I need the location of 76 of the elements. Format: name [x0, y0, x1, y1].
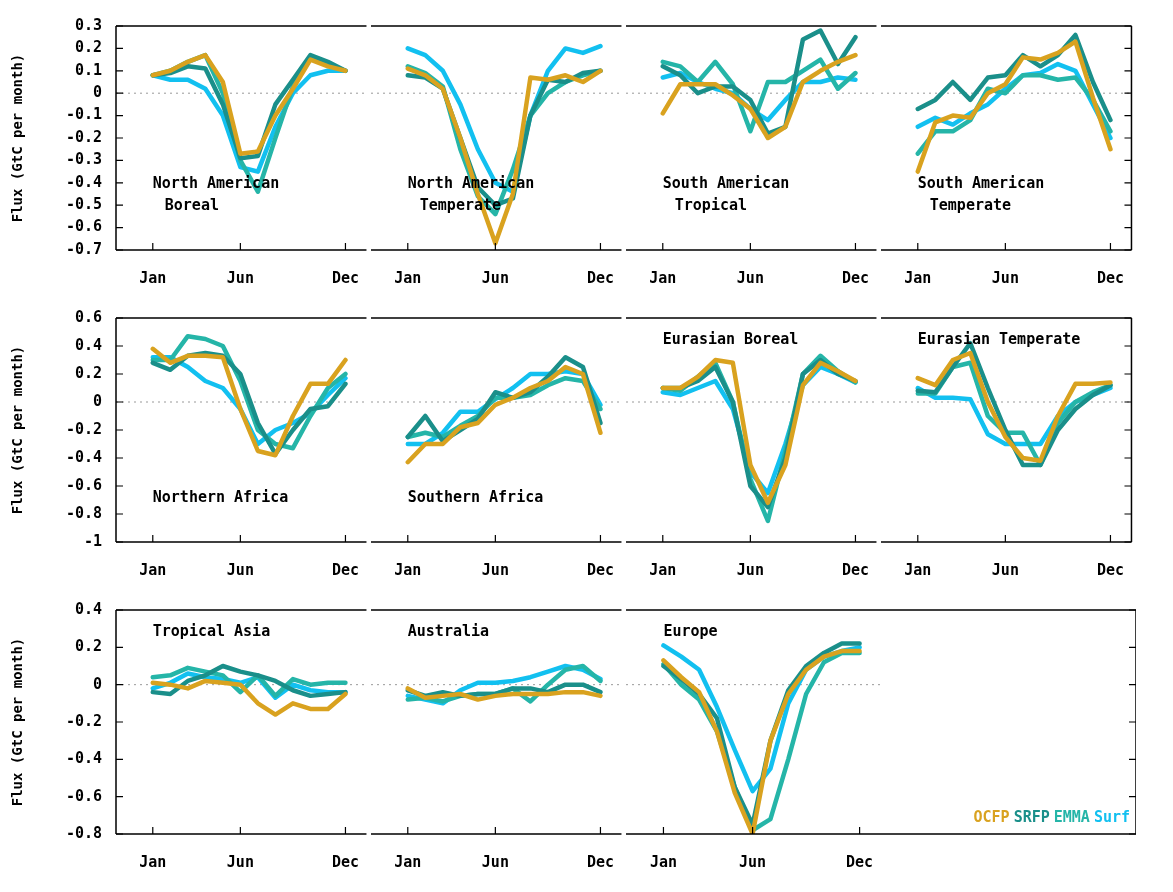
text: OCFP	[973, 808, 1010, 826]
y-axis-title: Flux (GtC per month)	[9, 637, 26, 807]
y-tick-label: 0.1	[74, 60, 102, 79]
x-tick-label: Jun	[226, 852, 254, 871]
y-tick-label: 0.4	[74, 335, 102, 354]
y-tick-label: -0.2	[65, 127, 102, 146]
y-tick-label: -0.6	[65, 786, 102, 805]
y-tick-label: -0.4	[65, 749, 102, 768]
text: Surf	[1093, 808, 1130, 826]
y-tick-label: 0.6	[74, 307, 102, 326]
x-tick-label: Jan	[904, 268, 932, 287]
y-tick-label: -0.1	[65, 105, 102, 124]
x-tick-label: Dec	[1096, 560, 1124, 579]
text: Eurasian Boreal	[662, 330, 799, 348]
y-tick-label: -0.8	[65, 503, 102, 522]
x-tick-label: Dec	[841, 560, 869, 579]
x-tick-label: Dec	[841, 268, 869, 287]
y-tick-label: 0	[92, 83, 102, 102]
y-tick-label: -0.4	[65, 447, 102, 466]
x-tick-label: Jan	[649, 268, 677, 287]
x-tick-label: Jun	[481, 268, 509, 287]
x-tick-label: Dec	[846, 852, 874, 871]
y-tick-label: -0.2	[65, 419, 102, 438]
y-tick-label: -1	[83, 531, 102, 550]
text: Southern Africa	[407, 488, 544, 506]
y-axis-title: Flux (GtC per month)	[9, 53, 26, 223]
x-tick-label: Jun	[481, 560, 509, 579]
x-tick-label: Jan	[394, 560, 422, 579]
text: Europe	[663, 622, 718, 640]
text: South American Tropical	[662, 174, 790, 214]
y-tick-label: 0.3	[74, 15, 102, 34]
x-tick-label: Jan	[139, 560, 167, 579]
y-tick-label: -0.7	[65, 239, 102, 258]
y-tick-label: 0.2	[74, 38, 102, 57]
x-tick-label: Jan	[649, 852, 677, 871]
y-tick-label: 0	[92, 674, 102, 693]
text: Northern Africa	[152, 488, 289, 506]
text: Australia	[407, 622, 490, 640]
x-tick-label: Jun	[991, 268, 1019, 287]
y-tick-label: -0.4	[65, 172, 102, 191]
text: EMMA	[1053, 808, 1090, 826]
x-tick-label: Jun	[736, 560, 764, 579]
y-tick-label: -0.6	[65, 475, 102, 494]
x-tick-label: Dec	[331, 268, 359, 287]
x-tick-label: Jun	[991, 560, 1019, 579]
y-tick-label: -0.6	[65, 217, 102, 236]
y-tick-label: 0.4	[74, 599, 102, 618]
x-tick-label: Dec	[586, 268, 614, 287]
text: South American Temperate	[917, 174, 1045, 214]
x-tick-label: Dec	[331, 560, 359, 579]
x-tick-label: Jan	[139, 852, 167, 871]
x-tick-label: Jun	[226, 268, 254, 287]
y-tick-label: 0.2	[74, 637, 102, 656]
x-tick-label: Jan	[139, 268, 167, 287]
y-axis-title: Flux (GtC per month)	[9, 345, 26, 515]
x-tick-label: Dec	[586, 852, 614, 871]
x-tick-label: Jan	[394, 852, 422, 871]
x-tick-label: Jan	[904, 560, 932, 579]
y-tick-label: -0.5	[65, 195, 102, 214]
x-tick-label: Jun	[739, 852, 767, 871]
text: Tropical Asia	[152, 622, 271, 640]
x-tick-label: Jan	[394, 268, 422, 287]
x-tick-label: Dec	[331, 852, 359, 871]
x-tick-label: Jun	[481, 852, 509, 871]
x-tick-label: Dec	[586, 560, 614, 579]
text: Eurasian Temperate	[917, 330, 1081, 348]
text: SRFP	[1013, 808, 1050, 826]
x-tick-label: Jun	[736, 268, 764, 287]
x-tick-label: Dec	[1096, 268, 1124, 287]
y-tick-label: 0.2	[74, 363, 102, 382]
y-tick-label: 0	[92, 391, 102, 410]
y-tick-label: -0.3	[65, 150, 102, 169]
y-tick-label: -0.8	[65, 823, 102, 842]
x-tick-label: Jan	[649, 560, 677, 579]
y-tick-label: -0.2	[65, 711, 102, 730]
x-tick-label: Jun	[226, 560, 254, 579]
